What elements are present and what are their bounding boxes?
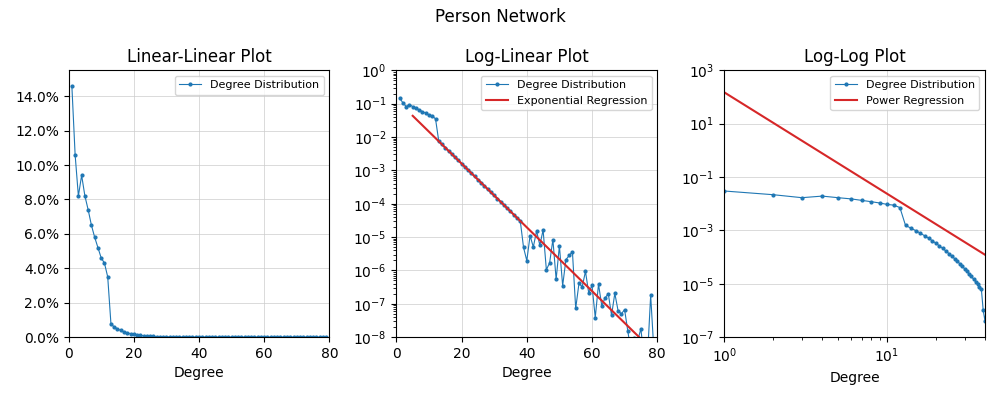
Degree Distribution	[456, 161, 468, 166]
Exponential Regression	[613, 315, 625, 320]
Degree Distribution	[930, 241, 942, 246]
Degree Distribution	[963, 272, 975, 276]
Degree Distribution	[638, 357, 650, 362]
X-axis label: Degree: Degree	[501, 366, 552, 380]
Exponential Regression	[628, 330, 640, 335]
Line: Degree Distribution: Degree Distribution	[398, 97, 655, 361]
Exponential Regression	[552, 256, 564, 260]
Exponential Regression	[551, 255, 563, 260]
Legend: Degree Distribution: Degree Distribution	[175, 76, 324, 95]
Degree Distribution	[320, 335, 332, 340]
X-axis label: Degree: Degree	[829, 371, 880, 385]
Title: Linear-Linear Plot: Linear-Linear Plot	[127, 48, 271, 66]
Exponential Regression	[408, 114, 420, 119]
Text: Person Network: Person Network	[435, 8, 565, 26]
Degree Distribution	[213, 335, 225, 340]
Degree Distribution	[394, 96, 406, 101]
Legend: Degree Distribution, Power Regression: Degree Distribution, Power Regression	[830, 76, 979, 110]
Degree Distribution	[989, 326, 1000, 331]
Exponential Regression	[556, 260, 568, 264]
Power Regression	[711, 85, 723, 90]
Power Regression	[900, 203, 912, 208]
Degree Distribution	[462, 168, 474, 172]
Degree Distribution	[648, 349, 660, 354]
Power Regression	[905, 206, 917, 211]
Degree Distribution	[965, 274, 977, 279]
Line: Degree Distribution: Degree Distribution	[723, 190, 1000, 400]
Degree Distribution	[498, 203, 510, 208]
Power Regression	[998, 264, 1000, 269]
Degree Distribution	[170, 334, 182, 339]
Degree Distribution	[167, 334, 179, 339]
Exponential Regression	[651, 352, 663, 357]
Exponential Regression	[407, 114, 419, 118]
X-axis label: Degree: Degree	[174, 366, 224, 380]
Line: Degree Distribution: Degree Distribution	[70, 84, 328, 338]
Title: Log-Linear Plot: Log-Linear Plot	[465, 48, 589, 66]
Degree Distribution	[310, 335, 322, 340]
Degree Distribution	[937, 246, 949, 251]
Power Regression	[899, 202, 911, 207]
Title: Log-Log Plot: Log-Log Plot	[804, 48, 905, 66]
Power Regression	[712, 86, 724, 91]
Degree Distribution	[252, 335, 264, 340]
Degree Distribution	[540, 267, 552, 272]
Line: Exponential Regression: Exponential Regression	[413, 116, 657, 355]
Power Regression	[978, 252, 990, 256]
Degree Distribution	[128, 332, 140, 337]
Degree Distribution	[718, 188, 730, 193]
Degree Distribution	[495, 200, 507, 204]
Degree Distribution	[66, 84, 78, 88]
Legend: Degree Distribution, Exponential Regression: Degree Distribution, Exponential Regress…	[481, 76, 652, 110]
Line: Power Regression: Power Regression	[717, 88, 1000, 285]
Degree Distribution	[134, 333, 146, 338]
Degree Distribution	[579, 269, 591, 274]
